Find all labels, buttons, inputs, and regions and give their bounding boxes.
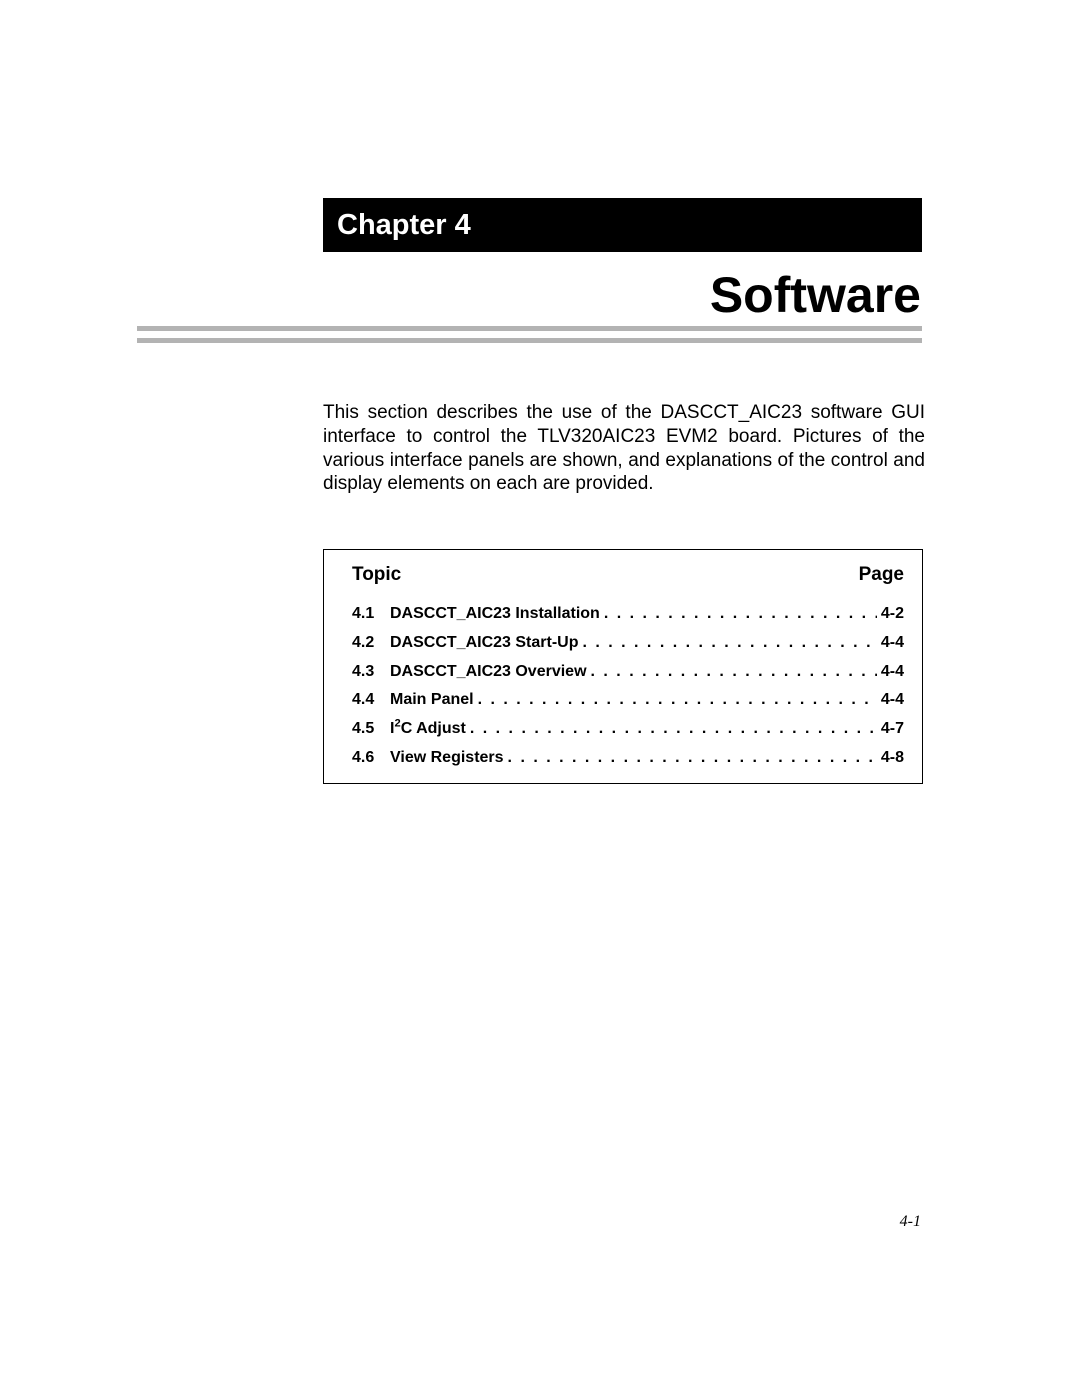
toc-page: 4-8 — [877, 744, 904, 773]
toc-topic: DASCCT_AIC23 Start-Up — [390, 629, 578, 658]
toc-row: 4.2 DASCCT_AIC23 Start-Up 4-4 — [352, 629, 904, 658]
toc-header: Topic Page — [324, 550, 922, 600]
toc-page: 4-7 — [877, 715, 904, 744]
toc-header-topic: Topic — [352, 564, 401, 586]
toc-dots — [600, 600, 877, 629]
toc-list: 4.1 DASCCT_AIC23 Installation 4-2 4.2 DA… — [324, 600, 922, 783]
toc-num: 4.1 — [352, 600, 390, 629]
toc-topic: I2C Adjust — [390, 715, 466, 744]
toc-topic: DASCCT_AIC23 Installation — [390, 600, 600, 629]
page-number: 4-1 — [900, 1213, 921, 1231]
toc-page: 4-4 — [877, 686, 904, 715]
toc-topic: Main Panel — [390, 686, 474, 715]
divider-rule-2 — [137, 338, 922, 343]
toc-row: 4.5 I2C Adjust 4-7 — [352, 715, 904, 744]
toc-num: 4.5 — [352, 715, 390, 744]
toc-dots — [466, 715, 877, 744]
toc-num: 4.4 — [352, 686, 390, 715]
toc-num: 4.3 — [352, 658, 390, 687]
divider-rule-1 — [137, 326, 922, 331]
toc-num: 4.6 — [352, 744, 390, 773]
chapter-label: Chapter 4 — [337, 209, 471, 242]
toc-row: 4.3 DASCCT_AIC23 Overview 4-4 — [352, 658, 904, 687]
toc-row: 4.6 View Registers 4-8 — [352, 744, 904, 773]
toc-dots — [504, 744, 877, 773]
toc-page: 4-4 — [877, 658, 904, 687]
toc-box: Topic Page 4.1 DASCCT_AIC23 Installation… — [323, 549, 923, 784]
toc-num: 4.2 — [352, 629, 390, 658]
toc-topic: DASCCT_AIC23 Overview — [390, 658, 587, 687]
toc-header-page: Page — [859, 564, 904, 586]
toc-dots — [474, 686, 877, 715]
toc-page: 4-4 — [877, 629, 904, 658]
toc-page: 4-2 — [877, 600, 904, 629]
page: Chapter 4 Software This section describe… — [0, 0, 1080, 1397]
toc-row: 4.1 DASCCT_AIC23 Installation 4-2 — [352, 600, 904, 629]
page-title: Software — [710, 266, 921, 324]
toc-row: 4.4 Main Panel 4-4 — [352, 686, 904, 715]
chapter-bar: Chapter 4 — [323, 198, 922, 252]
toc-dots — [578, 629, 876, 658]
intro-paragraph: This section describes the use of the DA… — [323, 401, 925, 496]
toc-topic: View Registers — [390, 744, 504, 773]
toc-dots — [587, 658, 877, 687]
